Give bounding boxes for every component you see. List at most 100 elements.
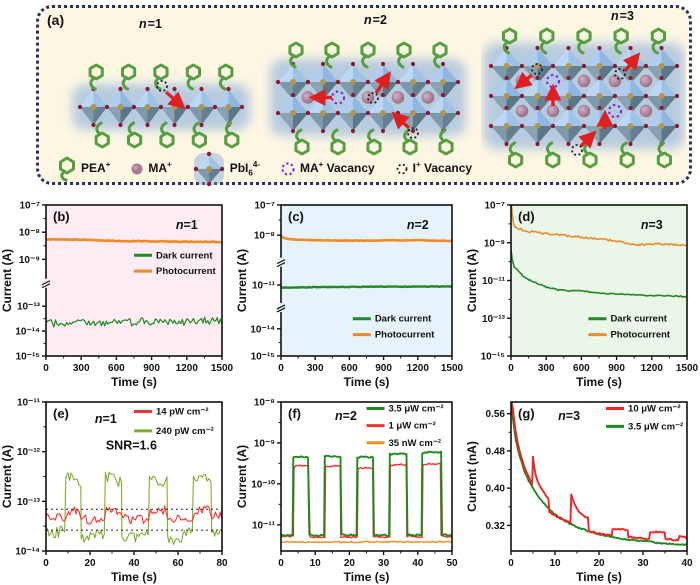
svg-text:300: 300: [307, 363, 324, 374]
svg-text:10⁻⁸: 10⁻⁸: [19, 228, 40, 239]
svg-text:10⁻¹⁵: 10⁻¹⁵: [16, 352, 41, 363]
svg-text:10⁻¹¹: 10⁻¹¹: [17, 398, 41, 409]
svg-text:10: 10: [549, 558, 561, 569]
svg-text:n=3: n=3: [641, 218, 663, 232]
svg-text:900: 900: [143, 363, 160, 374]
svg-text:10⁻⁷: 10⁻⁷: [484, 201, 505, 212]
svg-text:0: 0: [43, 363, 49, 374]
legend-item-ma: MA+: [130, 160, 172, 177]
svg-text:0.48: 0.48: [486, 446, 506, 457]
svg-text:Current (A): Current (A): [0, 249, 14, 312]
svg-text:10⁻¹⁵: 10⁻¹⁵: [251, 352, 276, 363]
svg-text:10⁻⁹: 10⁻⁹: [484, 238, 505, 249]
svg-text:40: 40: [412, 558, 424, 569]
chart-d-photocurrent-n3: 10⁻⁷ 10⁻⁹ 10⁻¹¹ 10⁻¹³ 10⁻¹⁵ 0 300 600 900 1200 150…: [465, 193, 700, 390]
legend-item-pea: PEA+: [57, 156, 110, 182]
panel-a-label: (a): [47, 12, 65, 28]
structure-n2-diagram: [270, 41, 466, 156]
svg-text:Current (A): Current (A): [235, 249, 249, 312]
svg-text:SNR=1.6: SNR=1.6: [106, 439, 157, 453]
svg-text:10⁻¹³: 10⁻¹³: [482, 314, 506, 325]
svg-text:10⁻⁹: 10⁻⁹: [19, 255, 40, 266]
svg-text:30: 30: [378, 558, 390, 569]
n-value: =1: [147, 17, 162, 31]
chart-b-svg: 10⁻⁷ 10⁻⁸ 10⁻⁹ 10⁻¹³ 10⁻¹⁴ 10⁻¹⁵0 300 600 900 120…: [0, 201, 234, 390]
svg-text:(c): (c): [288, 209, 304, 224]
svg-text:Dark current: Dark current: [610, 314, 667, 325]
svg-text:20: 20: [344, 558, 356, 569]
svg-text:Time (s): Time (s): [344, 375, 390, 389]
legend-label: MA+: [148, 160, 172, 176]
svg-text:Current (nA): Current (nA): [465, 441, 479, 512]
svg-text:Current (A): Current (A): [465, 249, 479, 312]
svg-text:600: 600: [108, 363, 125, 374]
legend-label: I+ Vacancy: [412, 160, 473, 176]
svg-text:Time (s): Time (s): [576, 570, 622, 584]
svg-text:1500: 1500: [211, 363, 234, 374]
n-symbol: n: [139, 17, 147, 31]
chart-g-decay-n3: 0.56 0.48 0.40 0.32 0 10 20 30 40 Time (s) Current…: [465, 390, 700, 585]
svg-text:10⁻¹⁵: 10⁻¹⁵: [481, 352, 506, 363]
svg-text:0: 0: [43, 558, 49, 569]
svg-text:10⁻¹¹: 10⁻¹¹: [482, 276, 506, 287]
svg-text:n=2: n=2: [407, 218, 429, 232]
chart-g-svg: 0.56 0.48 0.40 0.32 0 10 20 30 40 Time (s) Current…: [465, 401, 693, 584]
svg-text:40: 40: [681, 558, 693, 569]
svg-text:80: 80: [216, 558, 228, 569]
svg-text:40: 40: [128, 558, 140, 569]
chart-e-pulses-n1: 10⁻¹¹ 10⁻¹² 10⁻¹³ 10⁻¹⁴ 0 20 40 60 80 Time (s) Cur…: [0, 390, 235, 585]
legend-label: PEA+: [81, 160, 111, 176]
panel-a-n2-label: n=2: [364, 13, 387, 27]
pbi6-octahedron-icon: [193, 151, 224, 187]
legend-item-pbi6: PbI64-: [192, 149, 260, 189]
svg-text:10⁻¹⁴: 10⁻¹⁴: [15, 547, 40, 558]
svg-text:10⁻¹²: 10⁻¹²: [17, 447, 41, 458]
panel-a-n3-label: n=3: [611, 9, 634, 23]
svg-text:1500: 1500: [676, 363, 699, 374]
n-value: =3: [619, 9, 634, 23]
svg-text:1200: 1200: [407, 363, 430, 374]
svg-text:900: 900: [608, 363, 625, 374]
svg-text:50: 50: [446, 558, 458, 569]
panel-a-n1-label: n=1: [139, 17, 162, 31]
svg-text:30: 30: [637, 558, 649, 569]
svg-text:3.5 μW cm⁻²: 3.5 μW cm⁻²: [628, 421, 683, 432]
panel-a-legend: PEA+ MA+ PbI64-: [57, 151, 527, 187]
legend-item-i-vacancy: I+ Vacancy: [395, 160, 472, 177]
svg-text:Photocurrent: Photocurrent: [610, 330, 670, 341]
svg-text:10⁻⁸: 10⁻⁸: [254, 231, 275, 242]
svg-text:10⁻¹¹: 10⁻¹¹: [252, 520, 276, 531]
svg-text:0: 0: [508, 363, 514, 374]
svg-text:35 nW cm⁻²: 35 nW cm⁻²: [389, 438, 442, 449]
legend-label: MA+ Vacancy: [299, 160, 375, 176]
svg-text:240 pW cm⁻²: 240 pW cm⁻²: [156, 426, 214, 437]
svg-text:1200: 1200: [641, 363, 664, 374]
svg-text:(e): (e): [53, 406, 69, 421]
svg-text:10: 10: [310, 558, 322, 569]
svg-text:Time (s): Time (s): [111, 375, 157, 389]
svg-text:14 pW cm⁻²: 14 pW cm⁻²: [156, 406, 209, 417]
svg-text:(d): (d): [518, 209, 535, 224]
svg-text:Current (A): Current (A): [235, 445, 249, 508]
svg-text:10 μW cm⁻²: 10 μW cm⁻²: [628, 403, 681, 414]
svg-text:60: 60: [172, 558, 184, 569]
svg-text:600: 600: [573, 363, 590, 374]
n-symbol: n: [611, 9, 619, 23]
svg-text:n=1: n=1: [95, 412, 117, 426]
svg-text:10⁻⁷: 10⁻⁷: [19, 201, 40, 212]
pea-molecule-icon: [59, 156, 75, 182]
svg-text:0: 0: [278, 363, 284, 374]
svg-text:Time (s): Time (s): [344, 570, 390, 584]
svg-text:0.56: 0.56: [486, 409, 506, 420]
svg-text:1 μW cm⁻²: 1 μW cm⁻²: [389, 421, 436, 432]
svg-text:10⁻¹⁴: 10⁻¹⁴: [15, 327, 40, 338]
svg-text:(g): (g): [518, 406, 535, 421]
svg-text:Photocurrent: Photocurrent: [156, 266, 216, 277]
svg-text:Time (s): Time (s): [111, 570, 157, 584]
svg-text:(f): (f): [288, 406, 301, 421]
svg-text:0: 0: [278, 558, 284, 569]
svg-text:10⁻⁷: 10⁻⁷: [254, 201, 275, 212]
svg-text:20: 20: [593, 558, 605, 569]
chart-f-pulses-n2: 10⁻⁸ 10⁻⁹ 10⁻¹⁰ 10⁻¹¹ 0 10 20 30 40 50 Time (s) Cur…: [235, 390, 465, 585]
